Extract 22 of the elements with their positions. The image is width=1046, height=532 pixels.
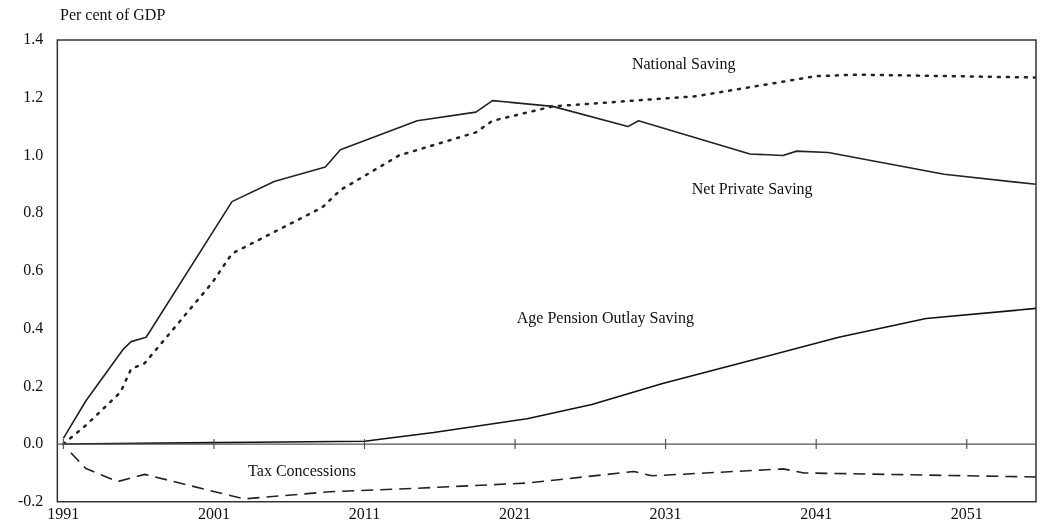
x-tick-label: 2051	[950, 504, 983, 522]
x-tick-label: 2001	[197, 504, 230, 522]
y-axis-title: Per cent of GDP	[60, 6, 166, 24]
y-tick-label: 0.4	[23, 318, 44, 336]
y-tick-label: -0.2	[18, 492, 44, 509]
x-tick-label: 2011	[348, 504, 381, 522]
y-tick-label: 1.2	[23, 87, 44, 105]
series-label: Tax Concessions	[248, 462, 356, 480]
y-tick-label: 0.8	[23, 203, 44, 221]
line-series	[70, 451, 1036, 500]
y-tick-label: 0.0	[23, 434, 44, 452]
text: Age Pension Outlay Saving	[516, 308, 695, 327]
y-tick-label: 1.0	[23, 145, 44, 163]
x-tick-label: 2041	[800, 504, 833, 522]
series-label: Net Private Saving	[691, 180, 813, 199]
y-tick-label: 0.2	[23, 376, 44, 394]
y-tick-label: 0.6	[23, 261, 44, 279]
x-tick-label: 2021	[499, 504, 532, 522]
y-tick-label: 1.4	[23, 30, 44, 48]
x-tick-label: 1991	[47, 504, 80, 522]
x-tick-label: 2031	[649, 504, 682, 522]
series-label: National Saving	[631, 55, 736, 74]
